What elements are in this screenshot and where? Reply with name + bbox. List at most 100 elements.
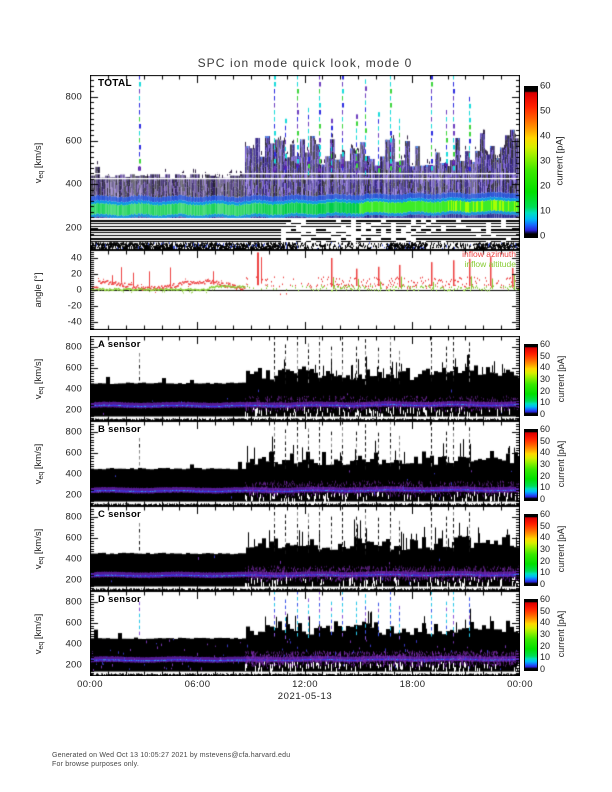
colorbar-tick-label: 0 [540, 579, 546, 589]
colorbar-tick-label: 10 [540, 567, 551, 578]
colorbar-label-text: current [pA] [556, 525, 566, 573]
colorbar-tick-label: 0 [540, 230, 546, 242]
sensor-c-spectrogram-canvas [90, 506, 520, 591]
colorbar-tick-label: 40 [540, 617, 551, 628]
colorbar-tick-label: 60 [540, 509, 551, 519]
ylabel-post: [km/s] [33, 528, 44, 557]
colorbar-tick-label: 0 [540, 494, 546, 504]
colorbar-tick-label: 50 [540, 605, 551, 616]
panel-label-sensor-d: D sensor [98, 594, 142, 605]
colorbar-tick-label: 30 [540, 155, 551, 167]
ylabel-pre: v [33, 479, 44, 484]
y-tick-labels-sensor-c: 200 400 600 800 [52, 506, 86, 591]
y-axis-label-sensor-b: veq [km/s] [30, 421, 48, 506]
ylabel-pre: v [33, 394, 44, 399]
colorbar-ticks-total: 0 10 20 30 40 50 60 [540, 81, 566, 242]
panel-label-total: TOTAL [98, 78, 132, 89]
colorbar-ticks-sensor-d: 0 10 20 30 40 50 60 [540, 594, 566, 674]
x-tick-label: 12:00 [292, 679, 318, 690]
ylabel-sub: eq [38, 471, 45, 480]
ylabel-pre: v [33, 178, 44, 183]
y-tick-label: 200 [65, 659, 82, 671]
x-axis-date: 2021-05-13 [277, 691, 333, 702]
colorbar-label-text: current [pA] [556, 440, 566, 488]
y-tick-label: 20 [71, 268, 82, 280]
colorbar-tick-label: 40 [540, 362, 551, 373]
y-axis-label-sensor-a: veq [km/s] [30, 336, 48, 421]
colorbar-tick-label: 10 [540, 652, 551, 663]
colorbar-tick-label: 60 [540, 80, 551, 92]
colorbar-tick-label: 30 [540, 544, 551, 554]
colorbar-tick-label: 20 [540, 385, 551, 396]
y-tick-label: 200 [65, 404, 82, 416]
ylabel-pre: v [33, 564, 44, 569]
y-tick-label: 400 [65, 553, 82, 565]
colorbar-tick-label: 30 [540, 374, 551, 384]
y-tick-labels-sensor-b: 200 400 600 800 [52, 421, 86, 506]
x-tick-label: 00:00 [507, 679, 533, 690]
y-tick-label: 200 [65, 222, 82, 234]
colorbar-tick-label: 10 [540, 205, 551, 217]
colorbar-tick-label: 50 [540, 105, 551, 117]
y-tick-label: 800 [65, 511, 82, 523]
colorbar-total [524, 86, 538, 238]
panel-total: TOTAL veq [km/s] 200 400 600 800 [33, 75, 520, 250]
panel-label-sensor-b: B sensor [98, 424, 142, 435]
legend-inflow-altitude: inflow altitude [464, 258, 516, 269]
total-spectrogram-canvas [90, 75, 520, 250]
panel-sensor-a: A sensor veq [km/s] 200 400 600 800 [33, 336, 520, 421]
colorbar-tick-label: 20 [540, 555, 551, 566]
colorbar-label-text: current [pA] [554, 136, 566, 186]
legend-inflow-azimuth: inflow azimuth [462, 249, 516, 259]
colorbar-ticks-sensor-a: 0 10 20 30 40 50 60 [540, 339, 566, 419]
colorbar-tick-label: 50 [540, 350, 551, 361]
y-axis-label-total: veq [km/s] [30, 75, 48, 250]
y-tick-labels-sensor-d: 200 400 600 800 [52, 591, 86, 676]
y-tick-labels-total: 200 400 600 800 [52, 75, 86, 250]
colorbar-tick-label: 20 [540, 180, 551, 192]
colorbar-sensor-d [524, 599, 538, 671]
colorbar-tick-label: 0 [540, 664, 546, 674]
angle-legend: inflow azimuth inflow altitude [462, 249, 516, 269]
ylabel-sub: eq [38, 556, 45, 565]
ylabel-post: [km/s] [33, 358, 44, 387]
colorbar-tick-label: 40 [540, 532, 551, 543]
y-tick-label: 200 [65, 574, 82, 586]
sensor-b-spectrogram-canvas [90, 421, 520, 506]
sensor-d-spectrogram-canvas [90, 591, 520, 676]
colorbar-ticks-sensor-b: 0 10 20 30 40 50 60 [540, 424, 566, 504]
footer: Generated on Wed Oct 13 10:05:27 2021 by… [52, 752, 290, 769]
y-tick-label: 600 [65, 362, 82, 374]
panel-sensor-c: C sensor veq [km/s] 200 400 600 800 [33, 506, 520, 591]
y-tick-labels-sensor-a: 200 400 600 800 [52, 336, 86, 421]
y-tick-label: 400 [65, 638, 82, 650]
colorbar-tick-label: 20 [540, 640, 551, 651]
ylabel-pre: v [33, 649, 44, 654]
y-tick-label: -20 [67, 300, 82, 312]
footer-line1: Generated on Wed Oct 13 10:05:27 2021 by… [52, 752, 291, 759]
y-tick-label: 400 [65, 383, 82, 395]
colorbar-tick-label: 60 [540, 339, 551, 349]
y-tick-label: 600 [65, 532, 82, 544]
y-tick-label: 800 [65, 596, 82, 608]
colorbar-tick-label: 60 [540, 424, 551, 434]
colorbar-tick-label: 50 [540, 520, 551, 531]
y-tick-label: 600 [65, 447, 82, 459]
page-title: SPC ion mode quick look, mode 0 [197, 56, 413, 70]
ylabel-sub: eq [38, 641, 45, 650]
y-tick-label: 400 [65, 468, 82, 480]
colorbar-tick-label: 10 [540, 482, 551, 493]
y-axis-label-sensor-c: veq [km/s] [30, 506, 48, 591]
colorbar-tick-label: 30 [540, 629, 551, 639]
panel-sensor-b: B sensor veq [km/s] 200 400 600 800 [33, 421, 520, 506]
y-tick-label: 200 [65, 489, 82, 501]
x-axis-labels: 00:00 06:00 12:00 18:00 00:00 [77, 679, 532, 691]
colorbar-tick-label: 20 [540, 470, 551, 481]
y-tick-labels-angles: -40 -20 0 20 40 [52, 250, 86, 330]
colorbar-tick-label: 60 [540, 594, 551, 604]
panel-label-sensor-a: A sensor [98, 339, 141, 350]
y-tick-label: 40 [71, 252, 82, 264]
panel-angles: angle [°] -40 -20 0 20 40 inflow azimuth inf… [33, 249, 520, 330]
ylabel-pre: angle [°] [33, 272, 44, 308]
